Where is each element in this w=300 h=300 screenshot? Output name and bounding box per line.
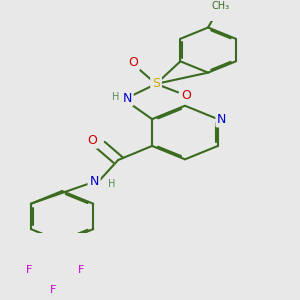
Text: N: N bbox=[122, 92, 132, 104]
Text: N: N bbox=[89, 175, 99, 188]
Text: O: O bbox=[181, 89, 191, 102]
Text: O: O bbox=[128, 56, 138, 69]
Text: F: F bbox=[50, 285, 56, 295]
Text: S: S bbox=[152, 77, 160, 90]
Text: F: F bbox=[26, 265, 32, 275]
Text: H: H bbox=[108, 179, 116, 189]
Text: N: N bbox=[217, 112, 226, 126]
Text: H: H bbox=[112, 92, 120, 102]
Text: O: O bbox=[87, 134, 97, 147]
Text: CH₃: CH₃ bbox=[211, 2, 229, 11]
Text: F: F bbox=[78, 265, 84, 275]
